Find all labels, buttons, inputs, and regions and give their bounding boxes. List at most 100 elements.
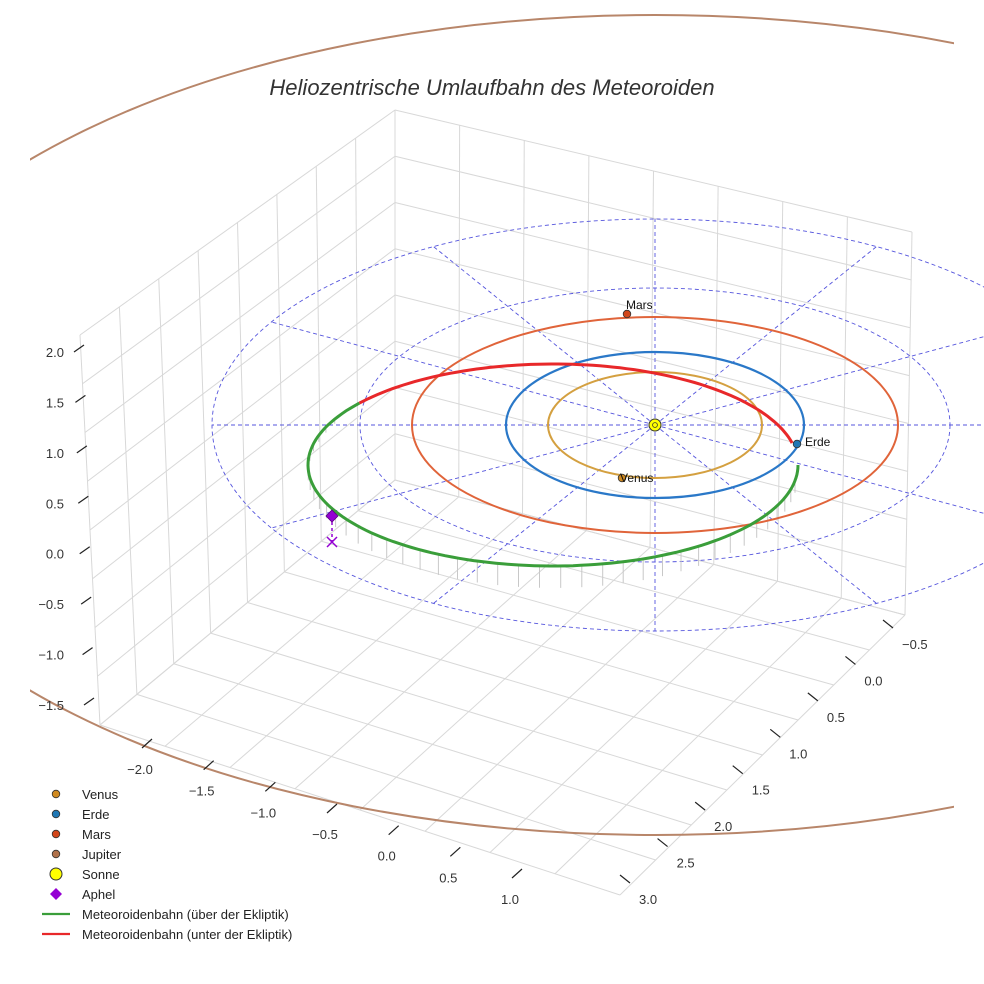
y-tick-mark xyxy=(657,838,668,848)
y-tick-mark xyxy=(694,801,706,811)
wall-grid-line xyxy=(276,194,285,572)
legend-label: Aphel xyxy=(82,887,115,902)
z-tick-mark xyxy=(73,344,85,353)
x-tick-label: −0.5 xyxy=(312,827,338,842)
y-axis-ticks: −0.5 0.0 0.5 1.0 1.5 2.0 2.5 3.0 xyxy=(619,619,928,907)
x-tick-label: 0.0 xyxy=(378,849,396,864)
wall-grid-line xyxy=(89,294,396,531)
x-tick-mark xyxy=(326,803,338,814)
mars-label: Mars xyxy=(626,298,653,312)
erde-orbit xyxy=(504,350,806,500)
floor-grid-line xyxy=(321,540,834,686)
legend-label: Meteoroidenbahn (unter der Ekliptik) xyxy=(82,927,292,942)
z-tick-label: 1.5 xyxy=(46,395,64,410)
wall-grid-line xyxy=(79,109,396,336)
wall-grid-line xyxy=(394,248,910,377)
z-tick-mark xyxy=(77,495,89,504)
chart-title: Heliozentrische Umlaufbahn des Meteoroid… xyxy=(269,75,714,100)
floor-grid-line xyxy=(284,571,799,721)
x-tick-mark xyxy=(511,868,523,879)
y-tick-label: −0.5 xyxy=(902,637,928,652)
sun-marker xyxy=(648,418,662,432)
y-tick-label: 1.5 xyxy=(752,783,770,798)
meteoroid-orbit-above-ecliptic xyxy=(306,401,800,568)
z-tick-label: 1.0 xyxy=(46,446,64,461)
floor-grid-line xyxy=(424,564,715,832)
z-tick-label: −1.0 xyxy=(38,648,64,663)
z-tick-mark xyxy=(82,647,93,656)
legend-marker xyxy=(51,849,61,859)
x-tick-mark xyxy=(388,825,400,836)
wall-grid-line xyxy=(394,109,913,233)
y-tick-mark xyxy=(882,619,894,629)
venus-point xyxy=(617,473,627,483)
y-tick-mark xyxy=(769,728,781,738)
legend-marker xyxy=(51,829,61,839)
legend-marker xyxy=(49,867,63,881)
ecliptic-spoke xyxy=(433,246,656,426)
meteoroid-orbit-below-ecliptic xyxy=(358,362,794,444)
legend-label: Sonne xyxy=(82,867,120,882)
erde-point xyxy=(792,439,802,449)
y-tick-label: 2.5 xyxy=(677,856,695,871)
wall-grid-line xyxy=(87,248,396,482)
wall-grid-line xyxy=(394,202,911,329)
legend-marker xyxy=(51,809,61,819)
x-tick-label: 1.0 xyxy=(501,892,519,907)
floor-grid-line xyxy=(247,602,763,756)
wall-grid-line xyxy=(394,294,909,424)
z-tick-mark xyxy=(75,394,86,403)
mars-orbit xyxy=(411,316,899,534)
legend-label: Jupiter xyxy=(82,847,122,862)
y-tick-mark xyxy=(619,874,631,884)
y-tick-label: 0.5 xyxy=(827,710,845,725)
x-tick-mark xyxy=(203,760,215,771)
z-tick-label: 0.0 xyxy=(46,547,64,562)
y-tick-label: 0.0 xyxy=(864,673,882,688)
wall-grid-line xyxy=(315,166,322,542)
aphel-marker xyxy=(325,509,339,523)
ecliptic-spoke xyxy=(654,424,984,514)
floor-grid-line xyxy=(619,614,906,896)
jupiter-orbit xyxy=(30,14,954,836)
aphel-x-stroke xyxy=(326,536,338,548)
ecliptic-spoke xyxy=(654,246,877,426)
wall-grid-line xyxy=(394,155,912,281)
z-tick-mark xyxy=(76,445,88,454)
sun-marker-core xyxy=(652,422,658,428)
wall-grid-line xyxy=(355,138,359,511)
x-tick-mark xyxy=(141,738,153,749)
x-tick-label: −1.0 xyxy=(250,805,276,820)
z-tick-label: 2.0 xyxy=(46,345,64,360)
legend-label: Mars xyxy=(82,827,111,842)
axes-grid xyxy=(79,109,913,896)
legend-label: Erde xyxy=(82,807,109,822)
erde-label: Erde xyxy=(805,435,831,449)
legend-marker xyxy=(51,789,61,799)
y-tick-label: 1.0 xyxy=(789,746,807,761)
x-tick-mark xyxy=(449,846,461,857)
z-tick-label: −1.5 xyxy=(38,698,64,713)
z-tick-label: −0.5 xyxy=(38,597,64,612)
y-tick-mark xyxy=(845,655,856,665)
z-tick-mark xyxy=(80,596,92,605)
aphel-projection-marker xyxy=(326,536,338,548)
x-tick-label: 0.5 xyxy=(439,870,457,885)
floor-grid-line xyxy=(489,580,778,853)
legend-label: Meteoroidenbahn (über der Ekliptik) xyxy=(82,907,289,922)
z-tick-mark xyxy=(79,546,91,555)
ecliptic-spoke xyxy=(433,424,656,604)
venus-label: Venus xyxy=(620,471,653,485)
y-tick-label: 3.0 xyxy=(639,892,657,907)
z-axis-ticks: −1.5 −1.0 −0.5 0.0 0.5 1.0 1.5 2.0 xyxy=(38,344,95,713)
z-tick-mark xyxy=(83,697,95,706)
y-tick-mark xyxy=(807,692,819,702)
legend: Venus Erde Mars Jupiter Sonne Aphel Meteoroide… xyxy=(42,787,292,942)
ecliptic-spoke xyxy=(654,336,984,426)
legend-marker xyxy=(50,888,62,900)
wall-grid-line xyxy=(904,231,913,616)
legend-label: Venus xyxy=(82,787,119,802)
ecliptic-spoke xyxy=(271,321,656,426)
wall-grid-line xyxy=(84,202,396,433)
